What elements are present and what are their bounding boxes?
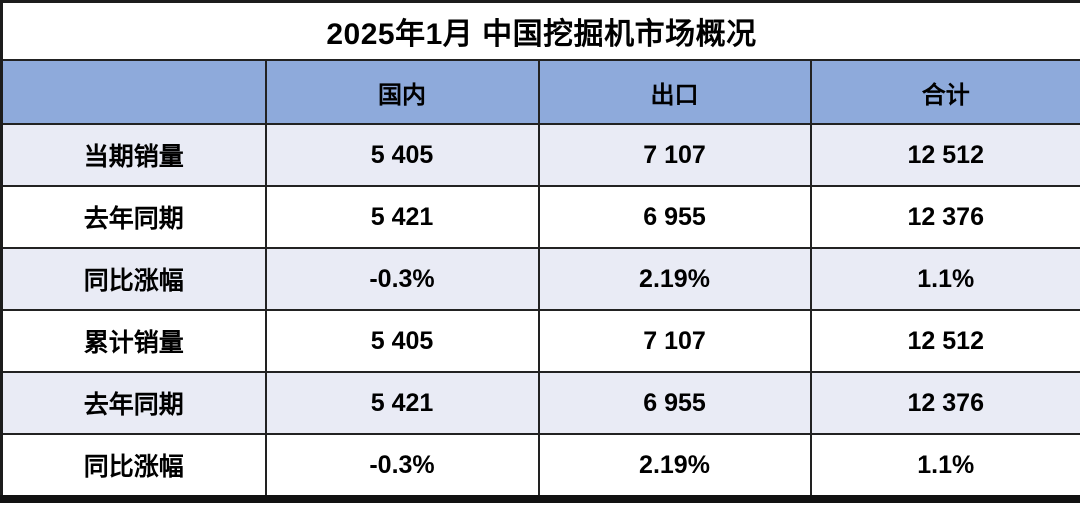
cell-total: 12 376 xyxy=(809,185,1080,249)
cell-total: 1.1% xyxy=(809,247,1080,311)
cell-export: 6 955 xyxy=(537,371,812,435)
header-domestic: 国内 xyxy=(264,59,540,125)
cell-domestic: 5 405 xyxy=(264,123,540,187)
table-row-last-year-same-period: 去年同期 5 421 6 955 12 376 xyxy=(0,185,1080,249)
table-title: 2025年1月 中国挖掘机市场概况 xyxy=(0,1,1080,61)
row-label: 去年同期 xyxy=(0,185,267,249)
cell-domestic: -0.3% xyxy=(264,247,540,311)
cell-export: 7 107 xyxy=(537,309,812,373)
cell-total: 12 512 xyxy=(809,123,1080,187)
table-row-current-sales: 当期销量 5 405 7 107 12 512 xyxy=(0,123,1080,187)
cell-total: 12 512 xyxy=(809,309,1080,373)
cell-domestic: 5 405 xyxy=(264,309,540,373)
table-row-yoy-change: 同比涨幅 -0.3% 2.19% 1.1% xyxy=(0,247,1080,311)
table-title-row: 2025年1月 中国挖掘机市场概况 xyxy=(0,1,1080,61)
table-header-row: 国内 出口 合计 xyxy=(0,59,1080,125)
cell-domestic: 5 421 xyxy=(264,371,540,435)
cell-total: 12 376 xyxy=(809,371,1080,435)
row-label: 同比涨幅 xyxy=(0,247,267,311)
header-total: 合计 xyxy=(809,59,1080,125)
cell-export: 2.19% xyxy=(537,433,812,500)
cell-total: 1.1% xyxy=(809,433,1080,500)
cell-domestic: 5 421 xyxy=(264,185,540,249)
table-row-cumulative-last-year: 去年同期 5 421 6 955 12 376 xyxy=(0,371,1080,435)
row-label: 同比涨幅 xyxy=(0,433,267,500)
cell-export: 7 107 xyxy=(537,123,812,187)
cell-export: 2.19% xyxy=(537,247,812,311)
row-label: 累计销量 xyxy=(0,309,267,373)
row-label: 去年同期 xyxy=(0,371,267,435)
header-empty-cell xyxy=(0,59,267,125)
header-export: 出口 xyxy=(537,59,812,125)
row-label: 当期销量 xyxy=(0,123,267,187)
cell-domestic: -0.3% xyxy=(264,433,540,500)
table-row-cumulative-sales: 累计销量 5 405 7 107 12 512 xyxy=(0,309,1080,373)
table-row-cumulative-yoy-change: 同比涨幅 -0.3% 2.19% 1.1% xyxy=(0,433,1080,500)
cell-export: 6 955 xyxy=(537,185,812,249)
